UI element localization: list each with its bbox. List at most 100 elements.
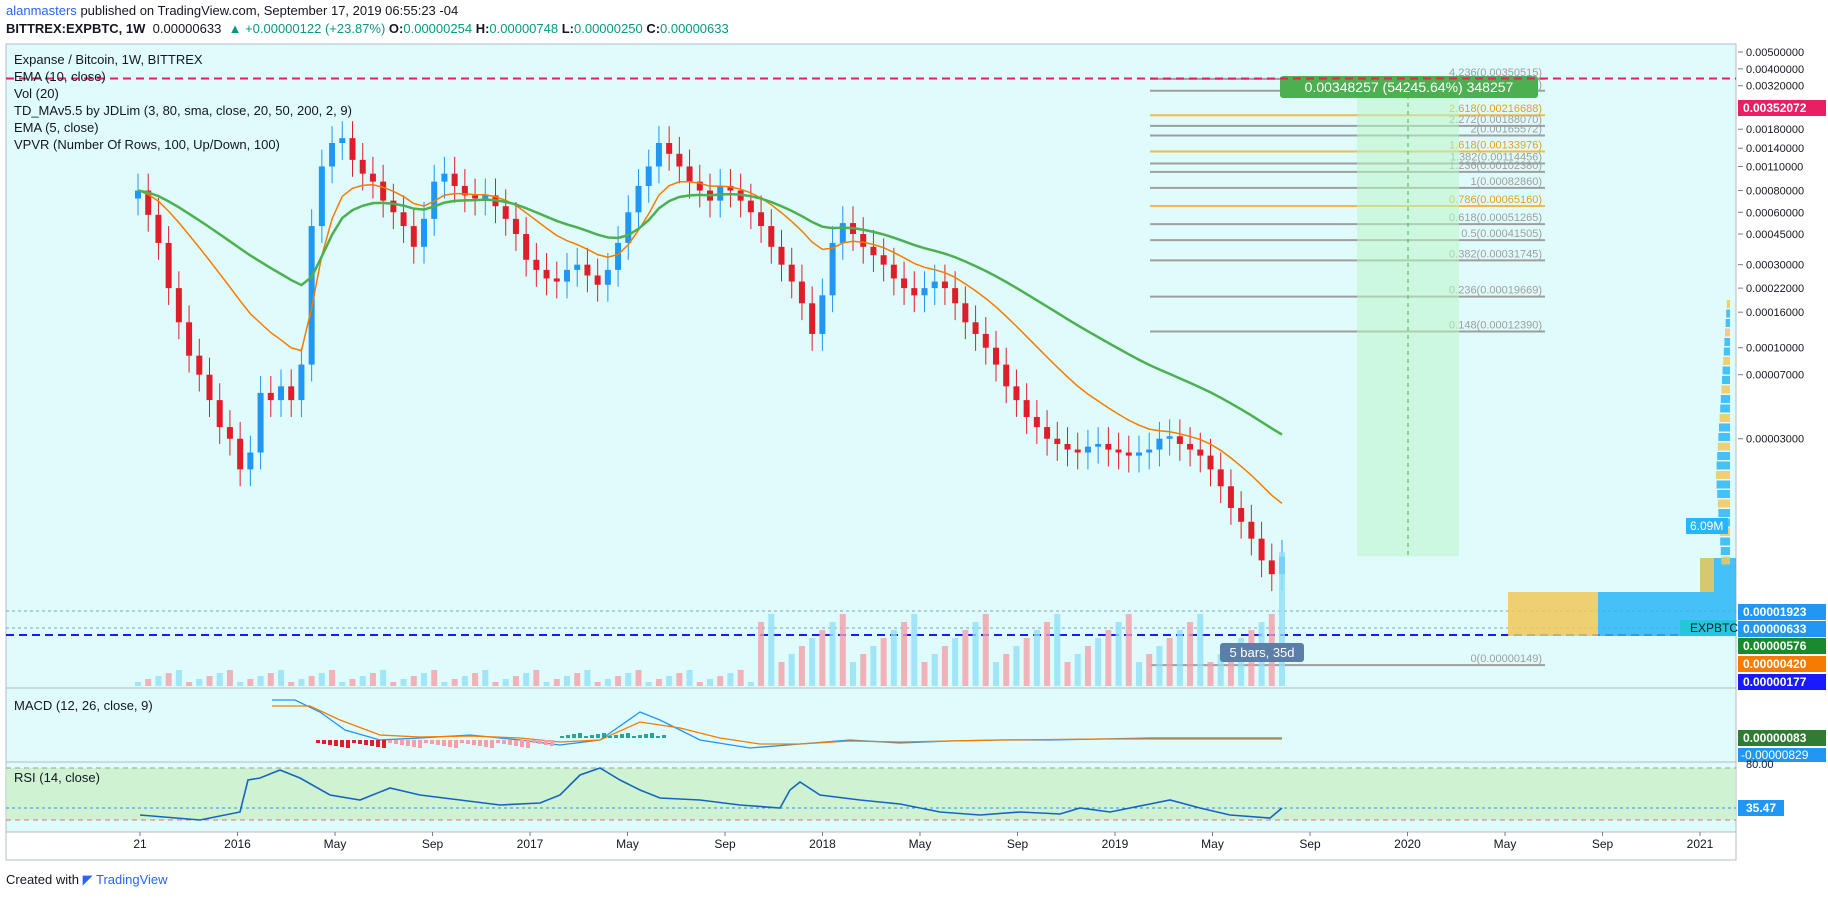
candle [278, 386, 284, 401]
volume-bar [829, 622, 836, 686]
symbol-label: BITTREX:EXPBTC, 1W [6, 21, 146, 36]
tradingview-link[interactable]: TradingView [96, 872, 168, 887]
volume-bar [1105, 630, 1112, 686]
candle [1187, 443, 1194, 450]
candle [594, 275, 601, 285]
vpvr-bar [1717, 499, 1730, 508]
macd-hist-bar [478, 740, 482, 746]
candle [901, 278, 908, 289]
y-tick-label: 0.00010000 [1746, 343, 1804, 355]
volume-bar [1003, 654, 1010, 686]
volume-bar [1084, 646, 1091, 686]
y-tick-label: 0.00180000 [1746, 124, 1804, 136]
volume-bar [758, 622, 765, 686]
macd-hist-bar [560, 736, 564, 738]
ema20-line [137, 189, 1283, 436]
candle [1054, 438, 1061, 444]
candle [380, 181, 387, 201]
legend-ema10[interactable]: EMA (10, close) [14, 69, 106, 84]
author-link[interactable]: alanmasters [6, 3, 77, 18]
vpvr-bar [1725, 328, 1730, 337]
macd-hist-bar [650, 733, 654, 738]
legend-symbol[interactable]: Expanse / Bitcoin, 1W, BITTREX [14, 52, 203, 67]
volume-label: 6.09M [1690, 519, 1723, 533]
legend-tdma[interactable]: TD_MAv5.5 by JDLim (3, 80, sma, close, 2… [14, 103, 352, 118]
volume-bar [369, 673, 376, 686]
volume-bar [747, 682, 754, 686]
volume-bar [737, 670, 744, 686]
volume-bar [666, 676, 673, 686]
volume-bar [1176, 630, 1183, 686]
macd-hist-bar [484, 740, 488, 747]
macd-hist-bar [632, 736, 636, 738]
volume-bar [880, 638, 887, 686]
candle [543, 269, 550, 279]
x-tick-label: 2019 [1102, 837, 1129, 851]
volume-bar [278, 670, 284, 686]
volume-bar [1136, 662, 1142, 686]
candle [1074, 449, 1081, 453]
volume-bar [380, 670, 387, 686]
candle [1197, 449, 1204, 456]
macd-hist-bar [520, 740, 524, 747]
x-tick-label: Sep [422, 837, 444, 851]
macd-hist-bar [644, 734, 648, 738]
vpvr-bar [1718, 433, 1730, 441]
candle [1146, 449, 1153, 453]
candle [819, 295, 826, 334]
candle [359, 159, 366, 174]
volume-bar [175, 670, 182, 686]
rsi-title[interactable]: RSI (14, close) [14, 770, 100, 785]
volume-bar [860, 654, 867, 686]
volume-bar [247, 679, 254, 686]
candle [1136, 452, 1142, 456]
candle [635, 185, 642, 213]
volume-bar [472, 673, 479, 686]
volume-bar [972, 622, 979, 686]
macd-hist-bar [412, 740, 416, 747]
macd-title[interactable]: MACD (12, 26, close, 9) [14, 698, 153, 713]
open-label: O: [388, 21, 404, 36]
macd-hist-bar [578, 733, 582, 738]
volume-bar [625, 673, 632, 686]
volume-bar [226, 670, 233, 686]
fib-label: 0.618(0.00051265) [1449, 212, 1542, 224]
volume-bar [635, 670, 642, 686]
candle [298, 364, 305, 401]
candle [911, 288, 918, 296]
vpvr-bar [1723, 347, 1730, 356]
volume-bar [809, 638, 816, 686]
volume-bar [196, 679, 203, 686]
candle [993, 347, 999, 365]
candle [502, 206, 509, 219]
legend-ema5[interactable]: EMA (5, close) [14, 120, 99, 135]
candle [318, 166, 325, 227]
volume-bar [339, 682, 346, 686]
volume-bar [1023, 638, 1030, 686]
y-tick-label: 0.00060000 [1746, 207, 1804, 219]
change-arrow-icon: ▲ [228, 21, 242, 36]
price-label-bg [1738, 638, 1826, 654]
legend-vpvr[interactable]: VPVR (Number Of Rows, 100, Up/Down, 100) [14, 137, 280, 152]
vpvr-bar [1717, 490, 1730, 498]
macd-hist-bar [376, 740, 380, 747]
macd-hist-bar [436, 740, 440, 745]
candle [196, 355, 203, 375]
candle [1105, 443, 1112, 450]
macd-hist-bar [496, 740, 500, 743]
candle [512, 218, 519, 235]
macd-label-bg [1738, 748, 1826, 762]
macd-hist-bar [602, 733, 606, 738]
fib-label: 1(0.00082860) [1470, 176, 1542, 188]
vpvr-bar [1717, 452, 1730, 460]
fib-label: 0.786(0.00065160) [1449, 194, 1542, 206]
price-label-bg [1738, 674, 1826, 690]
candle [461, 185, 468, 196]
volume-bar [1156, 646, 1163, 686]
volume-bar [931, 654, 938, 686]
x-tick-label: 2016 [224, 837, 251, 851]
macd-hist-bar [626, 733, 630, 738]
legend-volume[interactable]: Vol (20) [14, 86, 59, 101]
vpvr-bar [1722, 376, 1730, 384]
